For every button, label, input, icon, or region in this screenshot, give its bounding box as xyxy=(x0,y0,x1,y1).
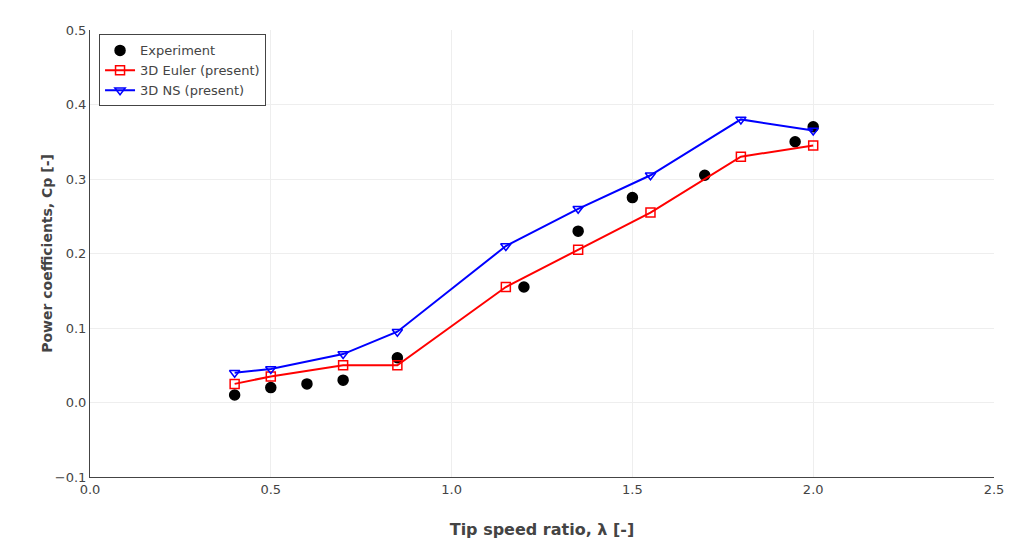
svg-text:Power coefficients, Cp [-]: Power coefficients, Cp [-] xyxy=(39,154,55,353)
svg-text:0.5: 0.5 xyxy=(260,482,281,497)
svg-text:2.0: 2.0 xyxy=(803,482,824,497)
svg-text:Experiment: Experiment xyxy=(140,43,215,58)
svg-text:0.0: 0.0 xyxy=(80,482,101,497)
svg-text:2.5: 2.5 xyxy=(984,482,1005,497)
svg-text:Tip speed ratio, λ [-]: Tip speed ratio, λ [-] xyxy=(450,520,635,539)
svg-text:0.5: 0.5 xyxy=(66,23,87,38)
svg-text:3D Euler (present): 3D Euler (present) xyxy=(140,63,260,78)
svg-text:1.0: 1.0 xyxy=(441,482,462,497)
svg-text:0.1: 0.1 xyxy=(66,321,87,336)
svg-text:3D NS (present): 3D NS (present) xyxy=(140,83,244,98)
svg-text:0.3: 0.3 xyxy=(66,172,87,187)
svg-text:1.5: 1.5 xyxy=(622,482,643,497)
svg-text:0.4: 0.4 xyxy=(66,97,87,112)
svg-text:−0.1: −0.1 xyxy=(55,470,87,485)
svg-text:0.0: 0.0 xyxy=(66,395,87,410)
svg-text:0.2: 0.2 xyxy=(66,246,87,261)
